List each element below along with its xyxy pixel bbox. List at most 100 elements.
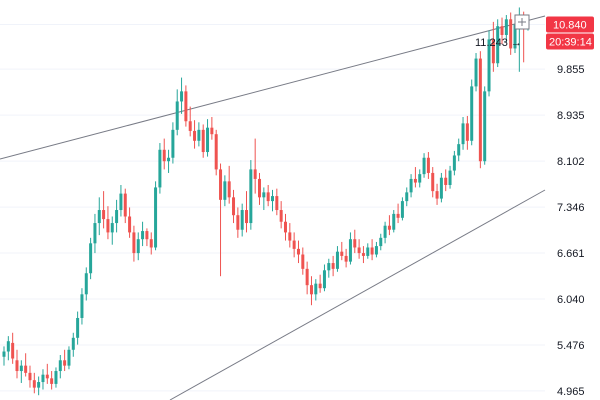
candle-body <box>301 254 305 269</box>
candle-body <box>500 26 504 35</box>
candle-body <box>171 129 175 158</box>
candle-body <box>305 268 309 286</box>
candle-body <box>426 157 430 173</box>
measure-icon[interactable] <box>514 14 530 30</box>
candle <box>309 276 313 306</box>
candle <box>2 346 6 366</box>
lower-trendline[interactable] <box>169 189 546 400</box>
candle <box>15 349 19 379</box>
candle <box>483 86 487 165</box>
candle-body <box>45 374 49 379</box>
candle-body <box>457 144 461 156</box>
candle <box>457 138 461 162</box>
candle <box>253 138 257 194</box>
candle <box>162 138 166 170</box>
candle-body <box>309 285 313 295</box>
candle <box>353 229 357 254</box>
candle <box>270 189 274 212</box>
candle-body <box>331 263 335 269</box>
candle-body <box>154 187 158 248</box>
candle <box>379 233 383 251</box>
candle <box>54 367 58 388</box>
upper-trendline[interactable] <box>0 15 546 160</box>
candle <box>76 311 80 345</box>
y-axis[interactable]: 9.855 8.935 8.102 7.346 6.661 6.040 5.476 4.965 <box>546 0 600 400</box>
candle-body <box>249 169 253 224</box>
candle <box>357 239 361 259</box>
candle-body <box>158 149 162 188</box>
candle-body <box>340 251 344 256</box>
candle <box>102 191 106 229</box>
countdown-tag <box>546 33 594 50</box>
y-tick-label: 6.040 <box>557 294 585 306</box>
candle-body <box>193 130 197 141</box>
candle <box>158 143 162 194</box>
candle-body <box>392 213 396 230</box>
candle <box>400 197 404 221</box>
candle <box>370 239 374 261</box>
candle-body <box>54 371 58 384</box>
candle <box>465 115 469 150</box>
candle-body <box>262 192 266 198</box>
candle <box>283 213 287 241</box>
candle-body <box>279 210 283 222</box>
high-marker-label: 11.243 → <box>475 37 522 49</box>
candle <box>19 360 23 383</box>
candle <box>171 122 175 164</box>
candle-body <box>245 210 249 224</box>
candle <box>32 372 36 394</box>
candle-body <box>487 39 491 92</box>
candle <box>89 237 93 280</box>
candle <box>223 175 227 207</box>
candle <box>487 30 491 97</box>
candle <box>500 17 504 44</box>
candle-body <box>232 197 236 216</box>
candle <box>262 187 266 211</box>
candle <box>6 336 10 361</box>
candle <box>206 119 210 157</box>
candle <box>504 15 508 43</box>
candle-body <box>63 360 67 366</box>
candle <box>106 206 110 240</box>
last-price-label: 10.840 <box>553 19 587 31</box>
candle <box>214 129 218 176</box>
candle-body <box>28 372 32 381</box>
y-tick-label: 5.476 <box>557 340 585 352</box>
candle <box>301 247 305 275</box>
candle <box>439 172 443 203</box>
candle-body <box>439 177 443 199</box>
candle <box>11 332 15 364</box>
candle-body <box>314 283 318 295</box>
candle <box>63 349 67 372</box>
candle-body <box>283 221 287 233</box>
candle-body <box>357 247 361 254</box>
candle <box>361 246 365 264</box>
candle <box>448 165 452 189</box>
candle <box>435 183 439 205</box>
candle-body <box>214 134 218 170</box>
candle-body <box>128 216 132 233</box>
candle <box>132 225 136 262</box>
candle-body <box>452 155 456 171</box>
candle <box>275 188 279 216</box>
candle-body <box>240 210 244 230</box>
candle-body <box>58 360 62 372</box>
candle-body <box>400 201 404 218</box>
y-tick-label: 4.965 <box>557 386 585 398</box>
candle-body <box>413 178 417 183</box>
candle <box>249 160 253 230</box>
candle <box>141 221 145 247</box>
candle <box>348 232 352 265</box>
candle <box>422 153 426 178</box>
candle <box>45 363 49 384</box>
candle <box>24 353 28 377</box>
candle-body <box>418 174 422 183</box>
candle <box>193 120 197 149</box>
candle-body <box>167 157 171 162</box>
candle <box>245 191 249 233</box>
candle-body <box>266 192 270 202</box>
candle-body <box>136 239 140 254</box>
candle-body <box>71 337 75 350</box>
